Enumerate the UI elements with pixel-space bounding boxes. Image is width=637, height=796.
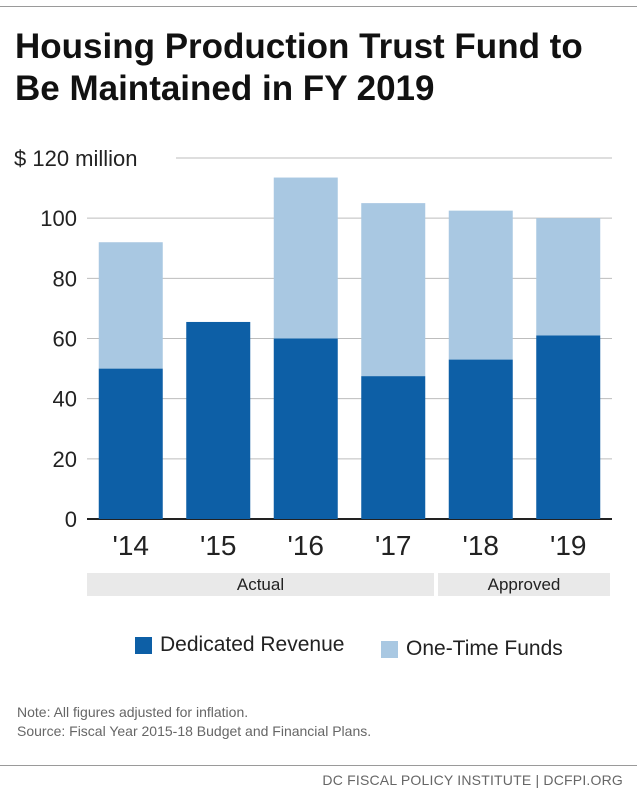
tick-labels: 0 20 40 60 80 100 $ 120 million '14 '15 '16 '17 '18… — [14, 146, 587, 561]
y-tick-label: 0 — [65, 507, 77, 532]
source-text: Source: Fiscal Year 2015-18 Budget and F… — [17, 723, 372, 739]
note-text: Note: All figures adjusted for inflation… — [17, 704, 249, 720]
y-tick-label: 20 — [53, 447, 77, 472]
y-tick-label: $ 120 million — [14, 146, 138, 171]
bar-one-time-funds-0 — [98, 242, 163, 369]
bar-one-time-funds-3 — [361, 203, 426, 377]
footer-credit: DC FISCAL POLICY INSTITUTE | DCFPI.ORG — [322, 772, 623, 788]
bar-dedicated-revenue-4 — [448, 359, 513, 519]
bar-dedicated-revenue-5 — [536, 335, 601, 519]
stacked-bar-chart: 0 20 40 60 80 100 $ 120 million '14 '15 '16 '17 '18… — [14, 146, 612, 561]
x-tick-label: '15 — [200, 530, 237, 561]
legend-item-one-time-funds: One-Time Funds — [381, 637, 563, 661]
x-tick-label: '17 — [375, 530, 412, 561]
chart-title: Housing Production Trust Fund to Be Main… — [15, 27, 583, 108]
top-rule — [0, 6, 637, 7]
x-tick-label: '14 — [113, 530, 150, 561]
x-tick-label: '19 — [550, 530, 587, 561]
bar-one-time-funds-4 — [448, 210, 513, 360]
x-tick-label: '18 — [463, 530, 500, 561]
bar-dedicated-revenue-2 — [273, 338, 338, 519]
legend-swatch-one-time-funds — [381, 640, 398, 658]
legend-label-dedicated-revenue: Dedicated Revenue — [160, 633, 345, 656]
bars — [98, 177, 601, 519]
legend-label-one-time-funds: One-Time Funds — [406, 637, 563, 660]
footer-rule — [0, 765, 637, 766]
bar-dedicated-revenue-3 — [361, 376, 426, 519]
y-tick-label: 40 — [53, 387, 77, 412]
y-tick-label: 100 — [40, 206, 77, 231]
group-label-actual: Actual — [87, 573, 434, 596]
bar-one-time-funds-5 — [536, 218, 601, 336]
legend-item-dedicated-revenue: Dedicated Revenue — [135, 633, 344, 657]
bar-dedicated-revenue-0 — [98, 368, 163, 519]
y-tick-label: 80 — [53, 266, 77, 291]
gridlines — [87, 157, 612, 520]
bar-one-time-funds-2 — [273, 177, 338, 339]
y-tick-label: 60 — [53, 327, 77, 352]
bar-dedicated-revenue-1 — [186, 321, 251, 519]
group-label-approved: Approved — [438, 573, 610, 596]
legend-swatch-dedicated-revenue — [135, 636, 152, 654]
x-tick-label: '16 — [288, 530, 325, 561]
